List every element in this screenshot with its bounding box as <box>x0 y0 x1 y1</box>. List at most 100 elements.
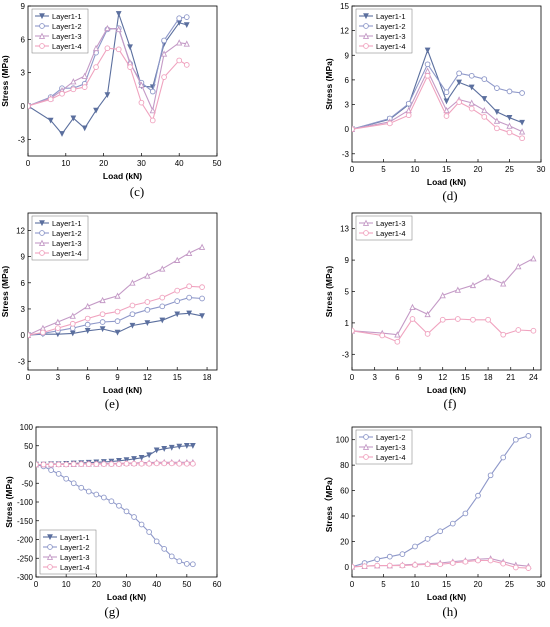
data-point <box>190 460 196 467</box>
legend-label: Layer1-2 <box>52 22 82 31</box>
data-point <box>160 50 168 57</box>
x-tick-label: 15 <box>442 165 451 174</box>
data-point <box>116 461 122 467</box>
legend-marker <box>362 443 370 450</box>
y-tick-label: -300 <box>17 573 34 582</box>
legend-marker <box>38 239 46 246</box>
data-point <box>174 298 181 304</box>
data-point <box>468 84 475 91</box>
data-point <box>101 494 107 501</box>
data-point <box>84 328 91 334</box>
chart-panel: 0 10 20 30 40 50 -3 0 3 6 9 Load (kN) Stress (MPa) La… <box>0 2 222 199</box>
y-tick-label: 0 <box>345 563 350 572</box>
data-point <box>168 444 175 451</box>
data-point <box>159 303 166 310</box>
data-point <box>153 460 160 467</box>
x-axis-label: Load (kN) <box>427 177 466 187</box>
data-point <box>475 492 481 499</box>
data-point <box>47 96 54 103</box>
series-layer1-2 <box>352 61 525 133</box>
data-point <box>146 452 153 459</box>
plot-frame <box>27 212 218 371</box>
data-point <box>494 125 500 132</box>
data-point <box>104 45 111 52</box>
x-tick-label: 50 <box>213 159 222 168</box>
data-point <box>144 272 151 279</box>
data-point <box>176 460 183 467</box>
x-tick-label: 12 <box>143 373 152 382</box>
data-point <box>493 117 501 124</box>
data-point <box>40 461 47 468</box>
x-tick-label: 10 <box>411 165 420 174</box>
y-tick-label: 100 <box>336 436 350 445</box>
data-point <box>519 119 525 126</box>
legend-marker <box>363 454 369 460</box>
data-point <box>424 536 431 542</box>
data-point <box>456 99 462 105</box>
data-point <box>176 558 183 565</box>
x-tick-label: 40 <box>152 580 161 589</box>
series-layer1-2 <box>36 461 196 568</box>
data-point <box>481 113 488 120</box>
data-point <box>374 562 381 569</box>
data-point <box>399 551 406 557</box>
data-point <box>40 329 46 336</box>
legend-label: Layer1-2 <box>52 229 82 238</box>
data-point <box>494 85 500 91</box>
data-point <box>146 529 152 535</box>
legend-label: Layer1-3 <box>376 32 406 41</box>
data-point <box>159 317 166 324</box>
y-tick-label: 100 <box>20 423 34 432</box>
x-tick-label: 30 <box>137 159 146 168</box>
data-point <box>412 543 418 550</box>
data-point <box>405 112 412 119</box>
data-point <box>93 107 99 114</box>
data-point <box>99 296 106 304</box>
y-tick-label: -3 <box>342 150 350 159</box>
data-point <box>437 561 444 568</box>
x-tick-label: 18 <box>484 373 493 382</box>
x-tick-label: 6 <box>85 373 90 382</box>
data-point <box>174 256 181 263</box>
data-point <box>512 564 519 571</box>
x-tick-label: 3 <box>56 373 61 382</box>
data-point <box>525 565 532 571</box>
data-point <box>399 562 406 569</box>
data-point <box>470 316 476 323</box>
legend-marker <box>39 230 45 236</box>
data-point <box>81 72 88 79</box>
data-point <box>506 122 513 129</box>
series-layer1-4 <box>352 72 525 142</box>
data-point <box>189 443 196 449</box>
x-axis-label: Load (kN) <box>107 592 146 602</box>
series-line <box>352 258 534 336</box>
data-point <box>129 311 136 318</box>
data-point <box>99 326 106 333</box>
series-layer1-2 <box>352 433 532 570</box>
data-point <box>149 88 156 95</box>
data-point <box>59 90 65 97</box>
legend-label: Layer1-4 <box>376 229 406 238</box>
data-point <box>190 561 196 568</box>
data-point <box>352 327 355 334</box>
data-point <box>186 249 193 256</box>
data-point <box>456 70 462 77</box>
data-point <box>449 520 456 527</box>
y-axis-label: Stress（MPa） <box>324 472 334 532</box>
y-tick-label: -200 <box>17 536 34 545</box>
data-point <box>55 471 62 477</box>
data-point <box>101 461 107 467</box>
data-point <box>81 125 88 132</box>
x-tick-label: 0 <box>350 165 355 174</box>
y-axis-label: Stress (MPa) <box>324 58 334 110</box>
panel-letter: (c) <box>130 184 144 199</box>
legend-label: Layer1-2 <box>376 22 406 31</box>
data-point <box>469 281 477 289</box>
data-point <box>462 558 469 565</box>
data-point <box>108 498 115 505</box>
data-point <box>115 46 122 53</box>
data-point <box>176 57 183 64</box>
